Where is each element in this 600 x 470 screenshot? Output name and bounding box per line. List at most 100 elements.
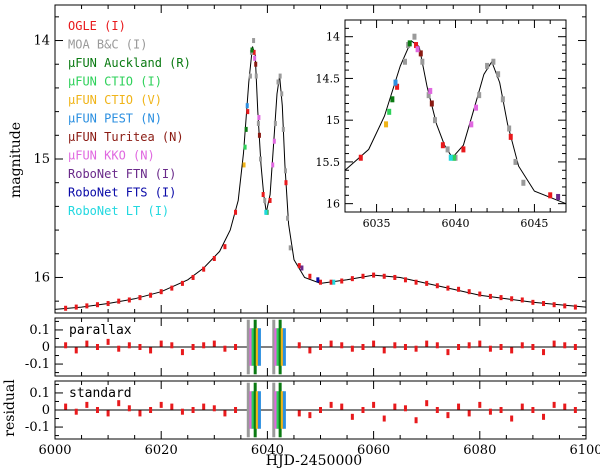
- residual-point: [552, 401, 556, 408]
- model-curve: [344, 40, 567, 205]
- data-point: [284, 180, 288, 186]
- data-point: [548, 192, 553, 199]
- residual-point: [191, 407, 195, 413]
- y-tick-label: 0: [42, 403, 50, 418]
- legend-entry: μFUN PEST (N): [68, 112, 162, 126]
- data-point: [412, 33, 417, 40]
- x-tick-label: 6040: [442, 217, 470, 230]
- y-tick-label: 14: [33, 34, 50, 49]
- data-point: [257, 115, 261, 121]
- data-point: [491, 58, 496, 65]
- data-point: [202, 266, 206, 272]
- data-point: [467, 289, 471, 295]
- data-point: [500, 96, 505, 103]
- data-point: [542, 301, 546, 307]
- residual-point: [308, 347, 312, 354]
- parallax-residual-panel: 0.1 0 -0.1 parallax: [25, 317, 587, 377]
- residual-point: [170, 342, 174, 349]
- data-point: [253, 55, 257, 61]
- data-point: [127, 297, 131, 303]
- residual-point: [361, 407, 365, 413]
- x-tick-label: 6080: [463, 443, 496, 458]
- residual-point: [542, 349, 546, 356]
- residual-point: [573, 407, 577, 413]
- data-point: [485, 62, 490, 69]
- data-point: [329, 279, 333, 285]
- residual-point: [64, 403, 68, 410]
- data-point: [149, 292, 153, 298]
- data-point: [244, 126, 248, 132]
- x-tick-label: 6100: [569, 443, 600, 458]
- data-point: [393, 79, 398, 86]
- data-point: [429, 100, 434, 107]
- residual-point: [138, 344, 142, 350]
- legend-entry: μFUN Turitea (N): [68, 130, 184, 144]
- residual-point: [563, 342, 567, 349]
- y-tick-label: 15: [33, 152, 50, 167]
- data-point: [263, 197, 267, 203]
- data-point: [308, 273, 312, 279]
- data-point: [382, 273, 386, 279]
- residual-point: [127, 342, 131, 349]
- data-point: [252, 49, 256, 55]
- legend-entry: μFUN Auckland (R): [68, 56, 191, 70]
- residual-point: [478, 401, 482, 408]
- data-point: [435, 283, 439, 289]
- residual-point: [170, 403, 174, 410]
- y-tick-label: 16: [326, 198, 340, 211]
- data-point: [448, 154, 453, 161]
- data-point: [245, 103, 249, 109]
- data-point: [319, 279, 322, 285]
- data-point: [563, 303, 567, 309]
- data-point: [283, 168, 287, 174]
- residual-point: [297, 342, 301, 349]
- data-point: [85, 303, 89, 309]
- y-tick-label: 16: [33, 270, 50, 285]
- residual-point: [478, 340, 482, 347]
- y-tick-label: 15: [326, 114, 340, 127]
- data-point: [414, 42, 419, 49]
- y-tick-label: 0.1: [29, 323, 50, 338]
- legend-entry: μFUN CTIO (V): [68, 93, 162, 107]
- legend-entry: μFUN KKO (N): [68, 149, 155, 163]
- standard-label: standard: [69, 386, 132, 401]
- residual-point: [446, 412, 450, 419]
- data-point: [286, 215, 290, 221]
- data-point: [191, 274, 195, 280]
- inset-panel: 14 14.5 15 15.5 16 6035 6040 6045: [316, 19, 567, 230]
- data-point: [469, 121, 474, 128]
- residual-point: [457, 403, 461, 410]
- residual-point: [85, 340, 89, 347]
- data-point: [407, 40, 412, 47]
- data-point: [496, 71, 501, 78]
- data-point: [332, 279, 336, 285]
- residual-point: [499, 344, 503, 350]
- legend-entry: RoboNet FTS (I): [68, 186, 176, 200]
- data-point: [250, 47, 254, 53]
- x-tick-label: 6060: [357, 443, 390, 458]
- residual-point: [95, 407, 99, 413]
- data-point: [461, 146, 466, 153]
- residual-point: [393, 403, 397, 410]
- residual-point: [488, 345, 492, 352]
- residual-point: [223, 345, 227, 352]
- x-tick-label: 6035: [363, 217, 391, 230]
- data-point: [300, 265, 304, 271]
- residual-axis-title: residual: [2, 379, 18, 437]
- x-axis-title: HJD-2450000: [266, 453, 362, 469]
- residual-point: [435, 342, 439, 349]
- residual-point: [520, 403, 524, 410]
- data-point: [242, 162, 246, 168]
- residual-point: [393, 342, 397, 349]
- data-point: [395, 83, 400, 90]
- residual-point: [180, 349, 184, 356]
- residual-point: [414, 345, 418, 352]
- residual-point: [340, 403, 344, 410]
- residual-point: [117, 345, 121, 352]
- residual-point: [202, 342, 206, 349]
- data-point: [531, 299, 535, 305]
- data-point: [278, 73, 282, 79]
- residual-point: [297, 410, 301, 417]
- data-point: [414, 279, 418, 285]
- residual-point: [138, 410, 142, 417]
